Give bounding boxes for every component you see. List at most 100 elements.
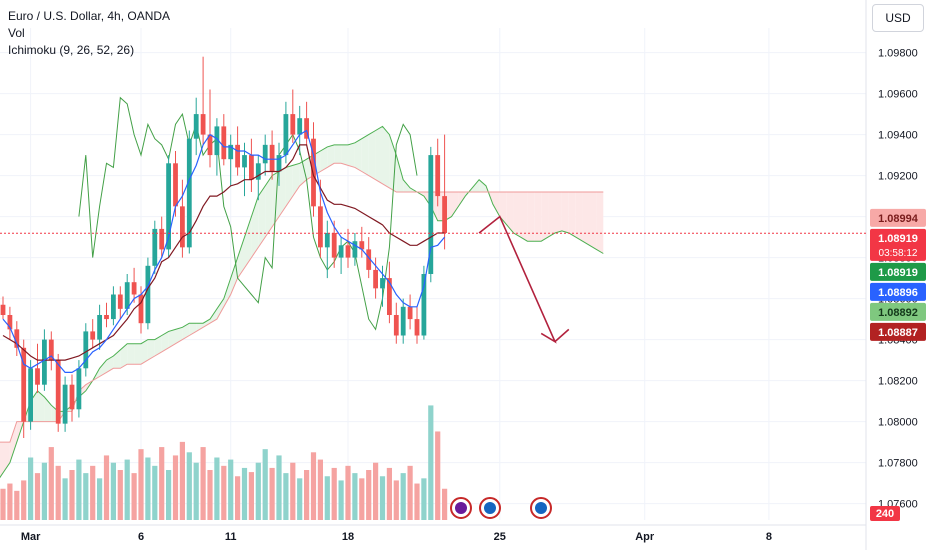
candle-body: [311, 138, 316, 207]
cloud-segment: [589, 192, 597, 250]
volume-bar: [21, 480, 27, 520]
volume-bar: [117, 470, 123, 520]
volume-indicator-label[interactable]: Vol: [8, 26, 25, 40]
cloud-segment: [134, 343, 141, 365]
volume-bar: [145, 457, 151, 520]
candle-body: [186, 138, 192, 248]
cloud-segment: [520, 192, 528, 242]
candle-body: [249, 155, 254, 180]
cloud-segment: [279, 167, 286, 217]
volume-bar: [138, 449, 144, 520]
candle-body: [0, 304, 6, 315]
cloud-segment: [106, 356, 114, 373]
cloud-segment: [403, 179, 411, 192]
price-axis-label-bg: [870, 262, 926, 281]
cloud-segment: [575, 192, 583, 242]
cloud-segment: [196, 323, 204, 332]
candle-body: [255, 163, 261, 180]
cloud-segment: [534, 192, 542, 242]
volume-bar: [290, 462, 296, 520]
cloud-segment: [568, 192, 576, 238]
symbol-title[interactable]: Euro / U.S. Dollar, 4h, OANDA: [8, 9, 171, 23]
cloud-segment: [161, 331, 169, 352]
currency-button[interactable]: USD: [872, 4, 924, 32]
volume-bar: [228, 459, 234, 520]
candle-body: [200, 114, 206, 135]
candle-body: [21, 347, 27, 422]
candle-body: [345, 245, 351, 258]
candle-body: [393, 315, 399, 336]
price-axis-label: 1.08919 03:58:12: [870, 228, 926, 261]
candle-body: [221, 126, 227, 160]
lagging-span-line: [78, 96, 418, 331]
x-tick-label: Apr: [635, 531, 655, 543]
volume-bar: [345, 465, 351, 520]
ichimoku-cloud: [0, 126, 604, 478]
cloud-segment: [492, 192, 500, 217]
ichimoku-indicator-label[interactable]: Ichimoku (9, 26, 52, 26): [8, 43, 135, 57]
volume-bar: [366, 470, 372, 520]
cloud-segment: [382, 126, 390, 188]
cloud-segment: [561, 192, 569, 233]
leading-span-b-line: [0, 162, 604, 443]
volume-bar: [235, 476, 241, 520]
candle-body: [242, 155, 247, 168]
volume-bar: [62, 478, 68, 520]
cloud-segment: [375, 126, 383, 184]
candle-body: [352, 241, 358, 258]
volume-bar: [283, 473, 289, 520]
flag-event-icon[interactable]: [479, 497, 501, 519]
volume-bar: [103, 455, 110, 520]
price-axis-label-text: 1.08994: [878, 213, 919, 225]
candle-body: [373, 269, 378, 289]
candle-body: [83, 331, 89, 369]
cloud-segment: [44, 397, 52, 422]
cloud-segment: [555, 192, 562, 233]
volume-bar: [41, 462, 47, 520]
cloud-segment: [472, 179, 480, 192]
volume-bar: [131, 473, 137, 520]
cloud-segment: [0, 442, 3, 478]
candle-body: [124, 282, 130, 309]
candle-body: [428, 155, 434, 274]
base-line: [2, 144, 445, 361]
volume-bar: [359, 478, 365, 520]
cloud-segment: [9, 421, 17, 463]
volume-axis-label: 240: [870, 506, 900, 521]
candle-body: [400, 306, 406, 336]
volume-bar: [200, 447, 206, 520]
x-tick-label: 25: [494, 531, 506, 543]
flag-event-icon[interactable]: [530, 497, 552, 519]
candle-body: [414, 319, 420, 336]
cloud-segment: [368, 130, 376, 180]
flag-event-icon-core: [484, 502, 496, 514]
candle-body: [48, 339, 54, 361]
cloud-segment: [334, 144, 342, 164]
volume-bar: [90, 465, 96, 520]
cloud-segment: [265, 175, 273, 238]
cloud-segment: [113, 349, 121, 369]
cloud-segment: [327, 144, 335, 168]
volume-axis-label-bg: [870, 506, 900, 521]
cloud-segment: [582, 192, 590, 246]
lightning-icon[interactable]: [450, 497, 472, 519]
volume-bar: [421, 478, 427, 520]
candle-body: [28, 368, 33, 422]
volume-bar: [269, 467, 275, 520]
candle-body: [111, 294, 116, 320]
candle-body: [207, 134, 213, 156]
volume-bar: [152, 465, 158, 520]
candle-body: [55, 360, 61, 424]
volume-bar: [338, 480, 344, 520]
cloud-segment: [396, 155, 404, 192]
volume-bar: [221, 465, 227, 520]
cloud-segment: [513, 192, 521, 238]
candle-body: [366, 249, 372, 270]
candle-body: [338, 245, 344, 258]
candle-body: [35, 368, 40, 385]
cloud-segment: [320, 146, 328, 172]
cloud-segment: [458, 192, 466, 207]
volume-bar: [159, 447, 165, 520]
